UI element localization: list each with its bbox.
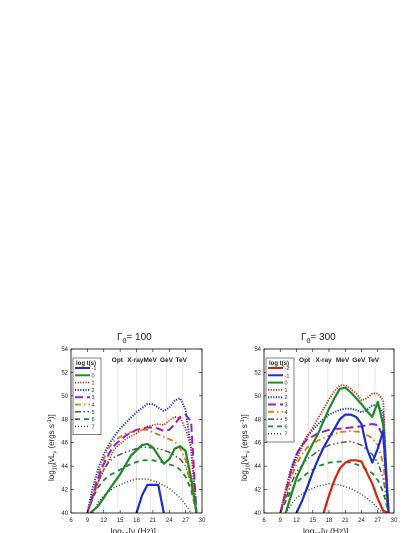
y-tick-label: 52 bbox=[254, 370, 261, 376]
x-tick-label: 27 bbox=[182, 518, 189, 524]
y-tick-label: 40 bbox=[254, 511, 261, 517]
series-line-4 bbox=[279, 430, 390, 513]
series-line-2 bbox=[86, 397, 198, 513]
y-tick-label: 54 bbox=[254, 347, 261, 353]
series-group bbox=[86, 397, 198, 513]
x-tick-label: 30 bbox=[391, 518, 398, 524]
series-line-0 bbox=[89, 442, 198, 513]
y-tick-label: 40 bbox=[61, 511, 68, 517]
y-tick-label: 44 bbox=[254, 464, 261, 470]
y-tick-label: 48 bbox=[61, 417, 68, 423]
band-label: TeV bbox=[368, 357, 380, 364]
series-line--1 bbox=[135, 483, 165, 513]
x-axis-label: log10[ν (Hz)] bbox=[303, 526, 348, 533]
series-line-5 bbox=[86, 446, 198, 513]
series-line-7 bbox=[92, 478, 192, 513]
band-label: MeV bbox=[143, 357, 157, 364]
x-tick-label: 24 bbox=[358, 518, 365, 524]
band-label: X-ray bbox=[127, 357, 144, 364]
series-line-1 bbox=[86, 416, 198, 513]
band-label: Opt bbox=[112, 357, 124, 364]
legend-label: 7 bbox=[92, 424, 95, 430]
legend-title: log t(s) bbox=[76, 361, 96, 367]
series-line-3 bbox=[86, 413, 198, 513]
legend-label: 0 bbox=[92, 373, 95, 379]
series-line-5 bbox=[279, 440, 390, 513]
series-group bbox=[279, 384, 390, 513]
x-tick-label: 24 bbox=[166, 518, 173, 524]
y-tick-label: 46 bbox=[61, 441, 68, 447]
legend-label: 4 bbox=[285, 410, 288, 416]
series-line-3 bbox=[279, 423, 390, 513]
series-line-2 bbox=[279, 404, 390, 513]
y-tick-label: 54 bbox=[61, 347, 68, 353]
series-line--2 bbox=[322, 459, 390, 513]
x-tick-label: 12 bbox=[293, 518, 300, 524]
legend-label: 1 bbox=[92, 381, 95, 387]
y-tick-label: 42 bbox=[254, 488, 261, 494]
legend-label: 1 bbox=[285, 388, 288, 394]
chart-title: Γ0= 300 bbox=[301, 332, 336, 345]
legend-label: 5 bbox=[285, 417, 288, 423]
x-tick-label: 21 bbox=[342, 518, 349, 524]
legend-label: 6 bbox=[92, 417, 95, 423]
y-tick-label: 50 bbox=[61, 394, 68, 400]
x-tick-label: 12 bbox=[100, 518, 107, 524]
y-tick-label: 44 bbox=[61, 464, 68, 470]
x-tick-label: 15 bbox=[117, 518, 124, 524]
legend-label: 3 bbox=[92, 395, 95, 401]
x-tick-label: 18 bbox=[326, 518, 333, 524]
legend-label: -1 bbox=[285, 373, 290, 379]
x-tick-label: 30 bbox=[199, 518, 206, 524]
x-tick-label: 9 bbox=[279, 518, 283, 524]
x-tick-label: 6 bbox=[69, 518, 73, 524]
series-line-6 bbox=[86, 459, 198, 513]
x-tick-label: 9 bbox=[86, 518, 90, 524]
y-tick-label: 46 bbox=[254, 441, 261, 447]
band-label: Opt bbox=[299, 357, 311, 364]
series-line-4 bbox=[86, 428, 198, 513]
legend-label: 3 bbox=[285, 403, 288, 409]
y-axis-label: log10[νLν (ergs s-1)] bbox=[47, 414, 59, 481]
legend-label: 7 bbox=[285, 432, 288, 438]
series-line--1 bbox=[295, 413, 390, 513]
series-line-7 bbox=[285, 483, 384, 513]
series-line-1 bbox=[279, 384, 390, 513]
band-label: TeV bbox=[176, 357, 188, 364]
y-tick-label: 52 bbox=[61, 370, 68, 376]
band-label: X-ray bbox=[315, 357, 332, 364]
band-label: GeV bbox=[160, 357, 174, 364]
legend-title: log t(s) bbox=[269, 361, 289, 367]
legend-label: 5 bbox=[92, 410, 95, 416]
legend-label: -2 bbox=[285, 366, 290, 372]
legend-box bbox=[265, 357, 295, 443]
band-label: GeV bbox=[352, 357, 366, 364]
series-line-0 bbox=[284, 386, 390, 513]
series-line-6 bbox=[279, 460, 390, 513]
y-tick-label: 48 bbox=[254, 417, 261, 423]
y-tick-label: 42 bbox=[61, 488, 68, 494]
x-tick-label: 18 bbox=[133, 518, 140, 524]
chart-title: Γ0= 100 bbox=[117, 332, 152, 345]
legend-label: 6 bbox=[285, 424, 288, 430]
x-tick-label: 6 bbox=[262, 518, 266, 524]
band-label: MeV bbox=[336, 357, 350, 364]
y-tick-label: 50 bbox=[254, 394, 261, 400]
legend-label: 0 bbox=[285, 381, 288, 387]
legend-label: 4 bbox=[92, 403, 95, 409]
y-axis-label: log10[νLν (ergs s-1)] bbox=[240, 414, 252, 481]
legend-label: 2 bbox=[92, 388, 95, 394]
x-tick-label: 27 bbox=[374, 518, 381, 524]
x-axis-label: log10[ν (Hz)] bbox=[111, 526, 156, 533]
x-tick-label: 21 bbox=[150, 518, 157, 524]
legend-label: 2 bbox=[285, 395, 288, 401]
x-tick-label: 15 bbox=[309, 518, 316, 524]
legend-label: -1 bbox=[92, 366, 97, 372]
